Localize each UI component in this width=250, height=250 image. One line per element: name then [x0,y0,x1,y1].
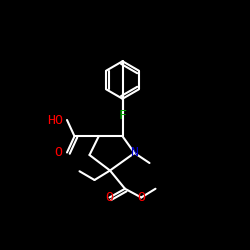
Text: O: O [137,191,145,204]
Text: O: O [106,191,114,204]
Text: F: F [118,109,126,122]
Text: O: O [54,146,62,159]
Text: N: N [130,146,138,160]
Text: HO: HO [47,114,63,126]
